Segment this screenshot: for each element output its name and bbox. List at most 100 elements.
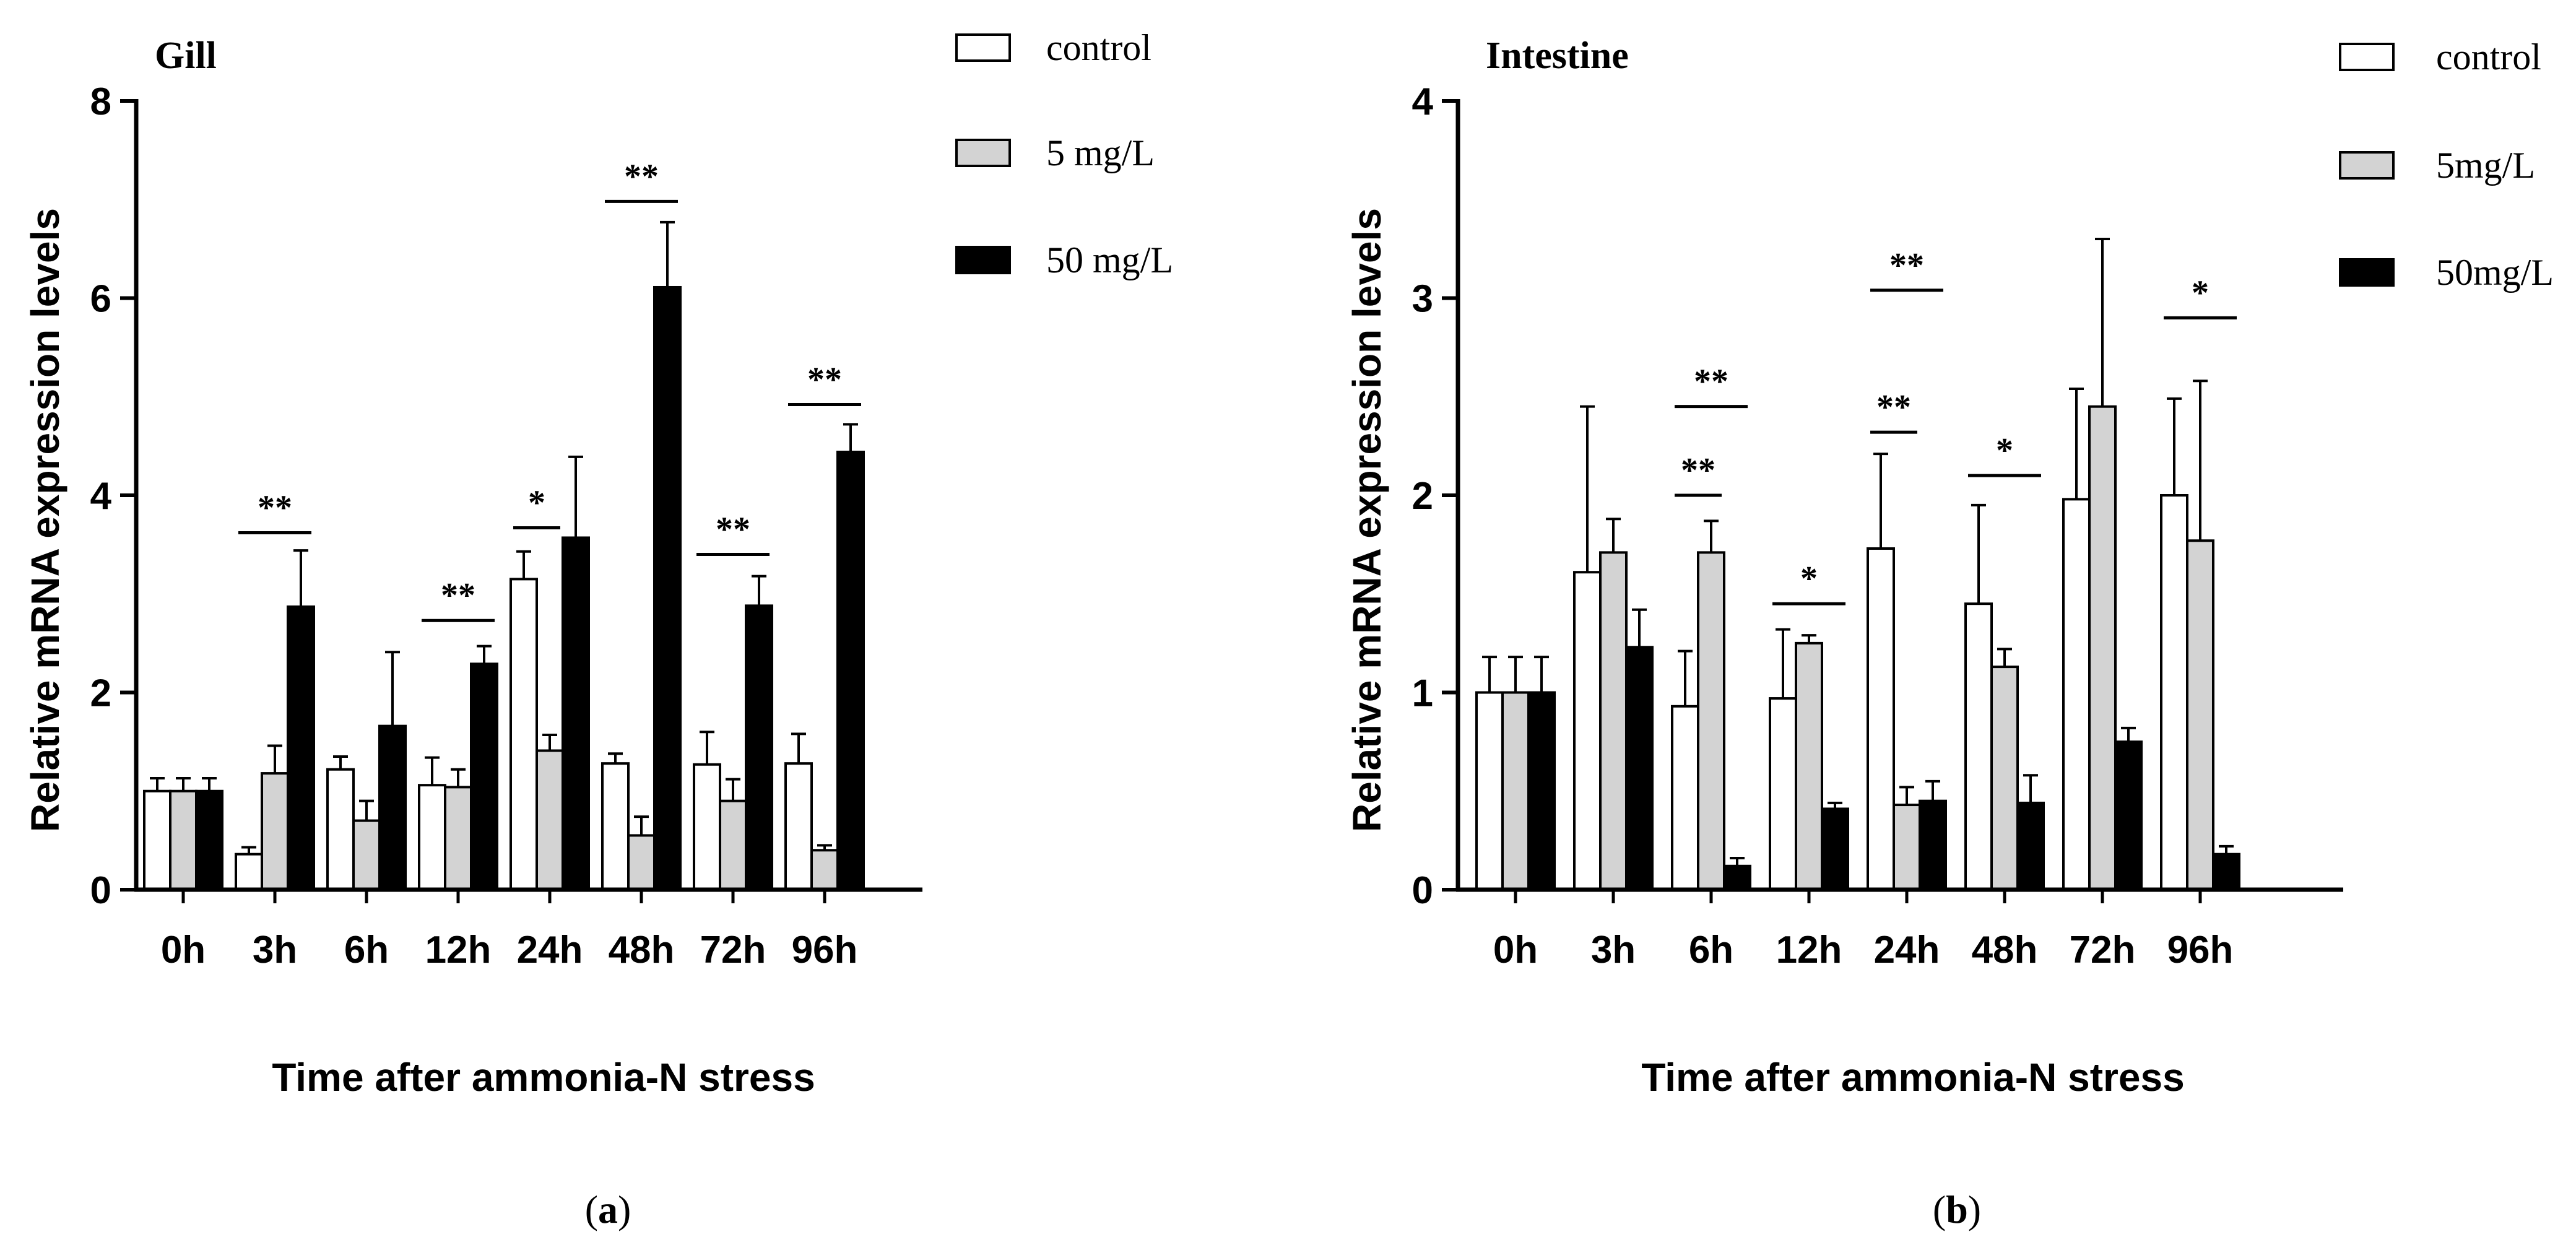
x-tick-label: 72h — [700, 929, 766, 971]
panel-label-letter: b — [1946, 1187, 1968, 1231]
x-tick-label: 6h — [1689, 929, 1733, 971]
panel-label-letter: a — [598, 1187, 618, 1231]
bar-5 mg/L-96h — [810, 849, 839, 892]
bar-control-72h — [693, 763, 721, 891]
x-tick-label: 24h — [517, 929, 583, 971]
significance-mark: ** — [807, 360, 842, 399]
bar-control-24h — [1867, 547, 1895, 891]
bar-control-72h — [2062, 498, 2091, 891]
bar-control-96h — [784, 762, 813, 892]
panel-label-close: ) — [618, 1187, 631, 1231]
bar-5 mg/L-3h — [261, 772, 289, 891]
legend: control 5 mg/L 50 mg/L — [955, 27, 1173, 280]
x-tick-label: 96h — [792, 929, 858, 971]
y-tick-label: 2 — [90, 672, 111, 715]
bar-5 mg/L-72h — [719, 799, 747, 892]
bar-control-48h — [1964, 602, 1993, 891]
bar-50 mg/L-48h — [653, 285, 682, 892]
x-axis-label: Time after ammonia-N stress — [1641, 1055, 2184, 1100]
bar-control-24h — [510, 578, 538, 891]
y-tick-label: 3 — [1412, 278, 1433, 321]
bar-control-6h — [1671, 705, 1699, 892]
bar-50mg/L-0h — [1527, 691, 1556, 891]
y-tick-label: 4 — [1412, 80, 1434, 123]
y-axis-label: Relative mRNA expression levels — [23, 208, 67, 832]
bar-5mg/L-3h — [1599, 551, 1628, 891]
significance-mark: ** — [1876, 388, 1911, 427]
x-tick-label: 12h — [1776, 929, 1842, 971]
bar-control-96h — [2160, 494, 2188, 891]
y-tick-label: 0 — [90, 869, 111, 912]
bar-5mg/L-0h — [1501, 691, 1530, 891]
bar-50 mg/L-12h — [470, 662, 498, 891]
bar-50mg/L-24h — [1919, 799, 1947, 892]
bar-50mg/L-6h — [1723, 864, 1751, 892]
y-tick-label: 2 — [1412, 475, 1433, 518]
legend-label: control — [2436, 37, 2541, 77]
x-tick-label: 12h — [425, 929, 492, 971]
x-tick-label: 96h — [2167, 929, 2234, 971]
bar-control-3h — [235, 853, 263, 892]
bar-5mg/L-12h — [1795, 641, 1823, 891]
significance-mark: * — [1996, 432, 2013, 470]
panel-label-close: ) — [1968, 1187, 1981, 1231]
bar-control-48h — [601, 762, 630, 892]
x-tick-label: 72h — [2070, 929, 2136, 971]
legend-swatch-50 mg/L — [955, 246, 1011, 274]
bar-50 mg/L-96h — [836, 450, 865, 891]
bar-5mg/L-96h — [2186, 539, 2214, 891]
bar-50 mg/L-6h — [378, 724, 407, 892]
panel-label-open: ( — [1933, 1187, 1946, 1231]
legend-label: 50mg/L — [2436, 252, 2554, 293]
y-tick-label: 8 — [90, 80, 111, 123]
bar-control-12h — [418, 784, 446, 891]
y-tick-label: 0 — [1412, 869, 1433, 912]
bar-5mg/L-24h — [1893, 804, 1921, 892]
bar-50mg/L-12h — [1821, 807, 1849, 892]
bar-control-3h — [1573, 571, 1602, 891]
bar-5mg/L-6h — [1697, 551, 1725, 891]
bar-50mg/L-3h — [1625, 646, 1654, 891]
legend: control 5mg/L 50mg/L — [2339, 37, 2554, 293]
x-tick-label: 3h — [253, 929, 297, 971]
x-axis-label: Time after ammonia-N stress — [272, 1055, 815, 1100]
bar-control-6h — [326, 768, 355, 891]
bar-50mg/L-96h — [2212, 853, 2240, 892]
x-tick-label: 48h — [609, 929, 675, 971]
legend-swatch-control — [955, 33, 1011, 62]
legend-swatch-control — [2339, 43, 2395, 71]
y-tick-label: 1 — [1412, 672, 1433, 715]
legend-swatch-50mg/L — [2339, 258, 2395, 287]
bar-control-0h — [1475, 691, 1504, 891]
x-tick-label: 0h — [161, 929, 206, 971]
significance-mark: ** — [1694, 363, 1728, 401]
significance-mark: ** — [1889, 246, 1924, 285]
bar-control-12h — [1769, 697, 1797, 892]
significance-mark: ** — [258, 489, 292, 527]
significance-mark: ** — [441, 576, 475, 615]
chart-title: Intestine — [1486, 35, 1629, 77]
significance-mark: ** — [1681, 451, 1715, 490]
legend-swatch-5mg/L — [2339, 151, 2395, 180]
bar-5 mg/L-48h — [627, 834, 656, 891]
x-tick-label: 24h — [1874, 929, 1940, 971]
bar-50 mg/L-72h — [745, 604, 773, 891]
panel-label: (a) — [585, 1187, 631, 1231]
significance-mark: * — [528, 484, 545, 523]
bar-5 mg/L-24h — [536, 749, 564, 892]
bar-50 mg/L-24h — [562, 536, 590, 891]
x-tick-label: 3h — [1591, 929, 1636, 971]
legend-label: control — [1046, 27, 1151, 68]
chart-panel-a: 0h 3h 6h 12h 24h 48h 72h 96h***********02468Rel… — [23, 27, 1173, 1231]
significance-mark: * — [2192, 274, 2209, 312]
significance-mark: * — [1800, 560, 1818, 598]
bar-50mg/L-48h — [2016, 801, 2045, 891]
bar-5 mg/L-12h — [444, 786, 472, 891]
significance-mark: ** — [624, 157, 659, 196]
legend-label: 5mg/L — [2436, 145, 2535, 186]
significance-mark: ** — [716, 511, 750, 549]
y-tick-label: 4 — [90, 475, 112, 518]
bar-5 mg/L-0h — [169, 789, 197, 891]
legend-swatch-5 mg/L — [955, 139, 1011, 167]
